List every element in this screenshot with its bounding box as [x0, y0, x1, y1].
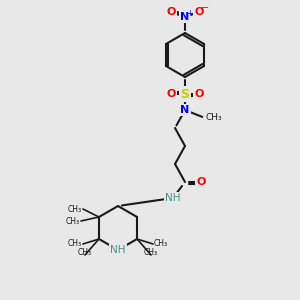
Text: NH: NH	[165, 193, 181, 203]
Text: S: S	[181, 88, 190, 100]
Text: −: −	[201, 3, 209, 13]
Text: N: N	[180, 105, 190, 115]
Text: +: +	[187, 8, 194, 17]
Text: O: O	[166, 89, 176, 99]
Text: CH₃: CH₃	[68, 239, 82, 248]
Text: CH₃: CH₃	[144, 248, 158, 257]
Text: O: O	[196, 177, 206, 187]
Text: CH₃: CH₃	[68, 205, 82, 214]
Text: NH: NH	[110, 245, 126, 255]
Text: O: O	[166, 7, 176, 17]
Text: CH₃: CH₃	[78, 248, 92, 257]
Text: CH₃: CH₃	[66, 217, 80, 226]
Text: CH₃: CH₃	[154, 239, 168, 248]
Text: O: O	[194, 7, 204, 17]
Text: O: O	[194, 89, 204, 99]
Text: N: N	[180, 12, 190, 22]
Text: CH₃: CH₃	[206, 113, 223, 122]
